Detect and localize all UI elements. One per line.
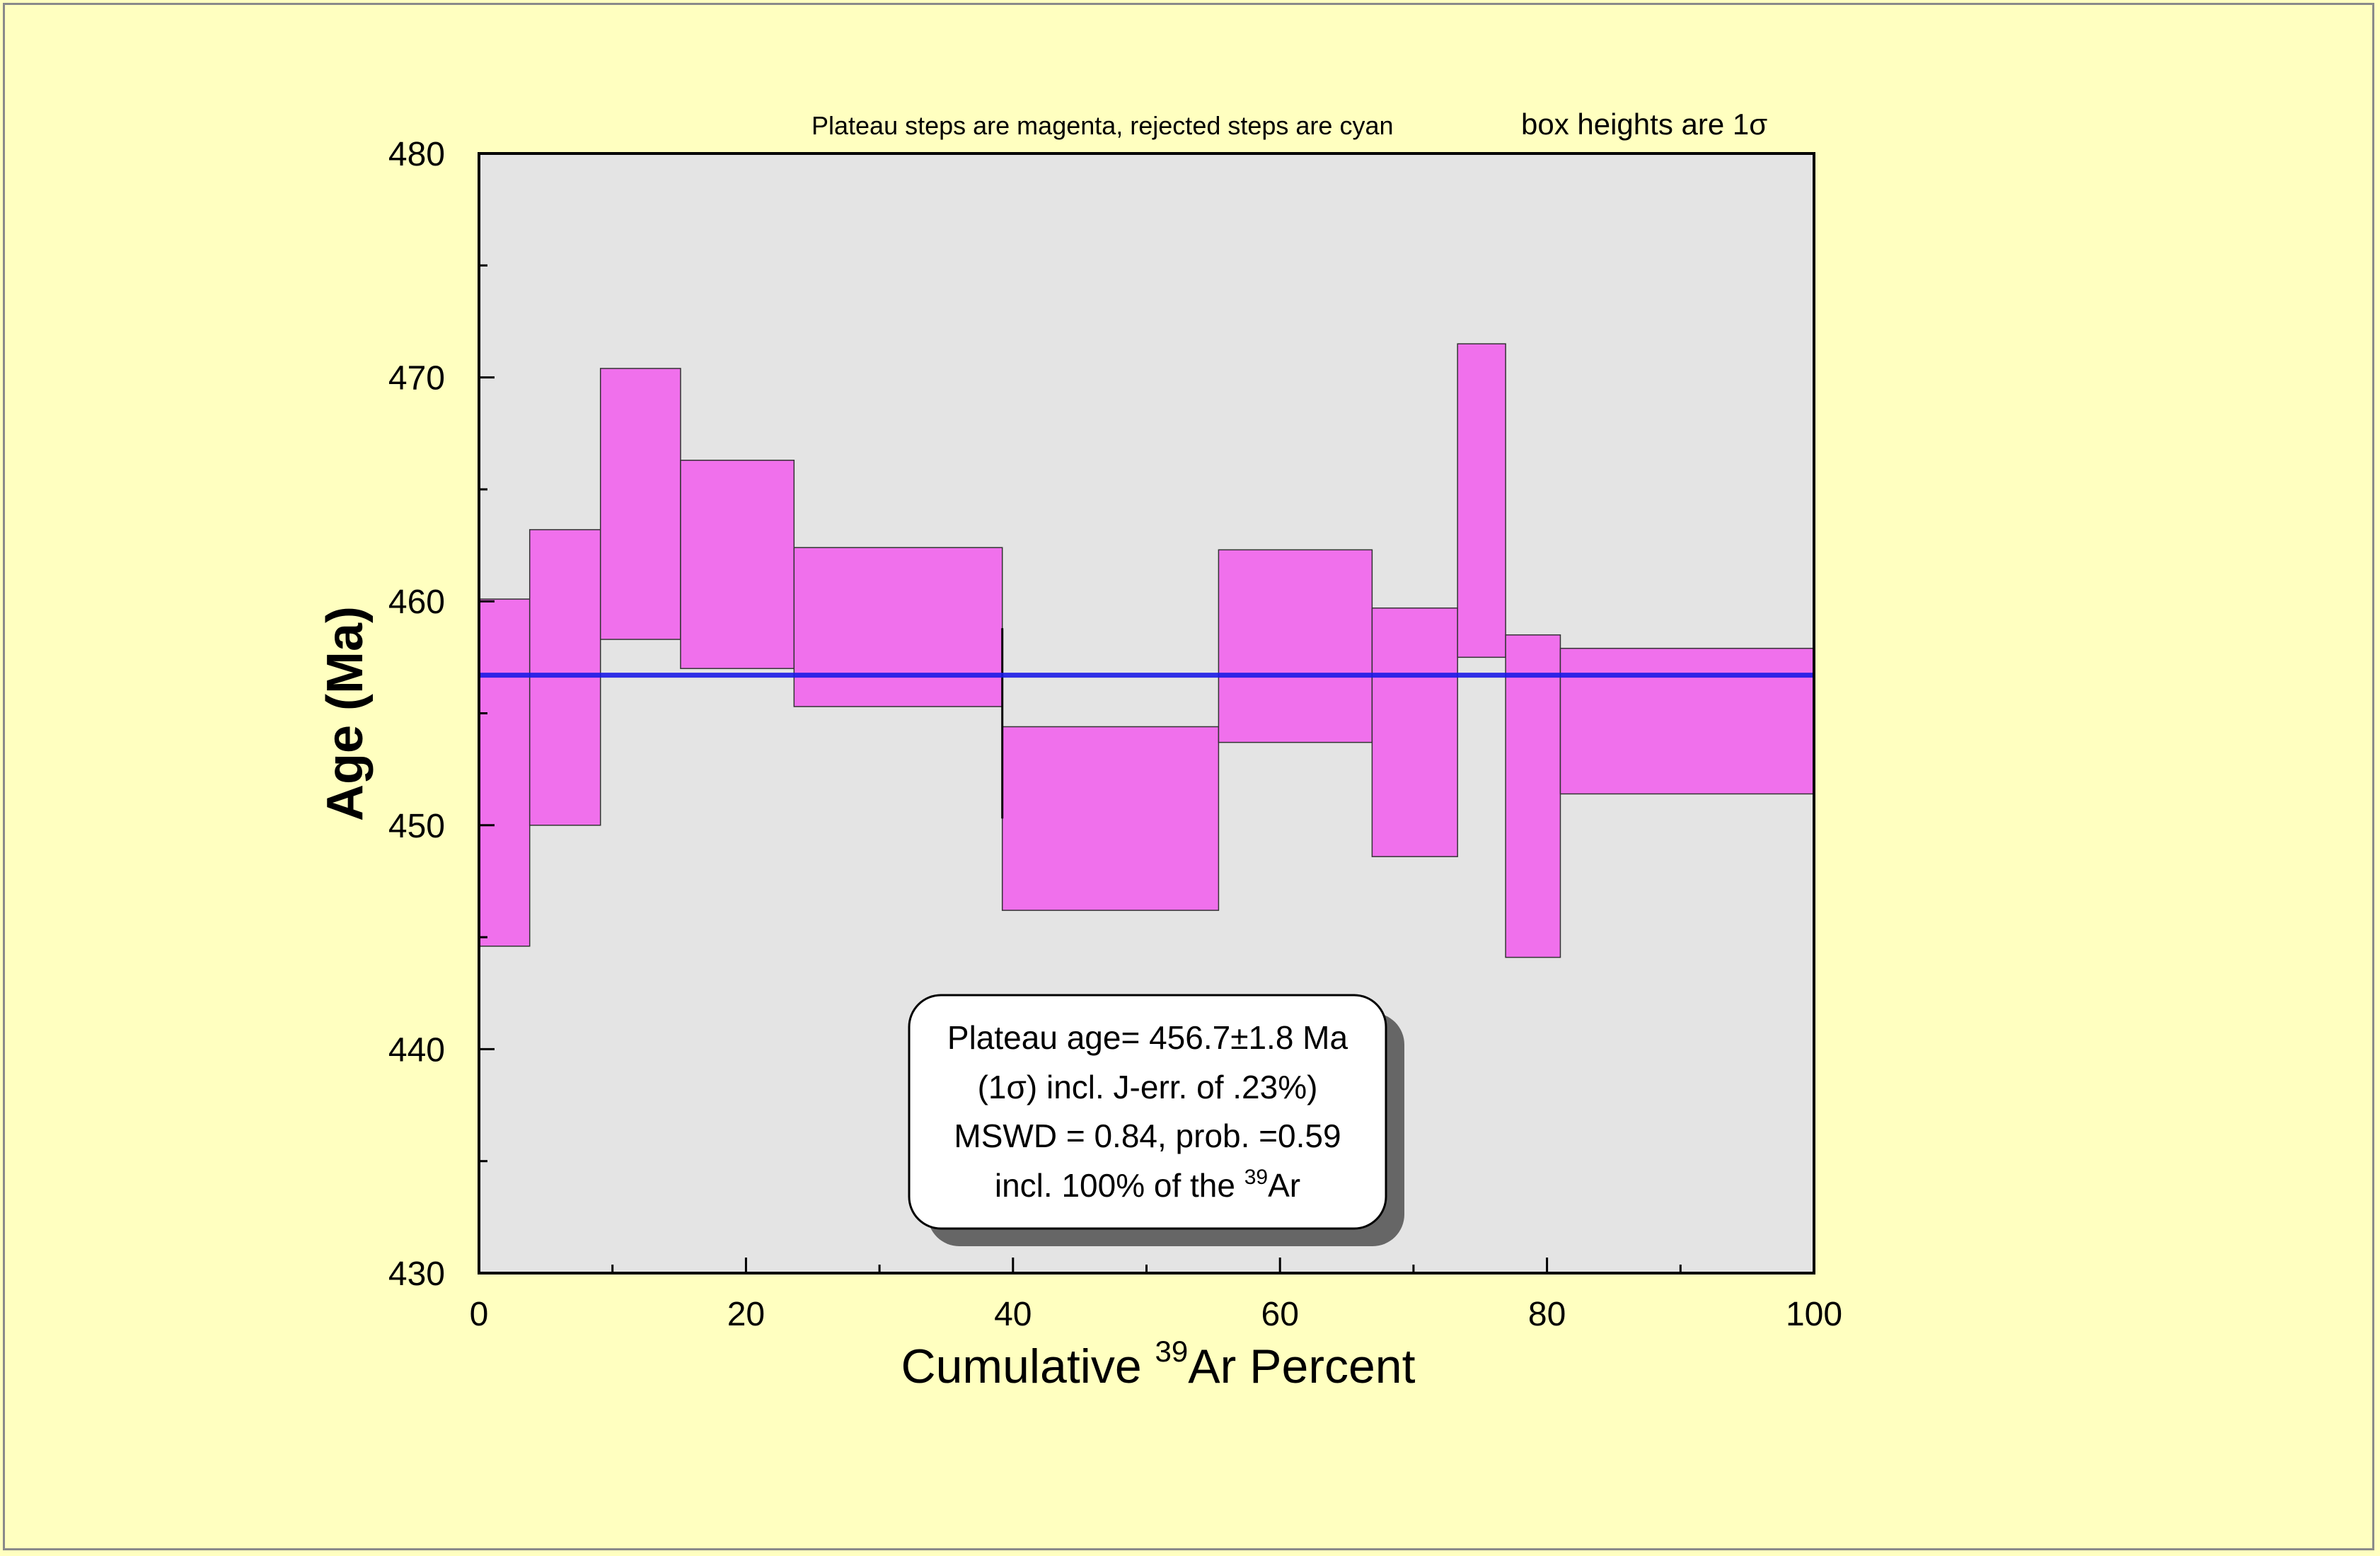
y-tick-label: 460 [388, 584, 445, 621]
y-tick-label: 450 [388, 808, 445, 845]
x-axis-label: Cumulative 39Ar Percent [901, 1335, 1416, 1393]
age-step-box-9 [1457, 343, 1506, 658]
age-spectrum-chart: 0 20 40 60 80 100 430 440 450 460 470 480 Plateau s… [317, 108, 1842, 1393]
age-step-box-10 [1505, 634, 1561, 958]
annotation-line-1: Plateau age= 456.7±1.8 Ma [947, 1019, 1348, 1056]
age-step-box-11 [1559, 647, 1815, 795]
annotation-line-4: incl. 100% of the 39Ar [995, 1166, 1300, 1204]
figure-frame: 0 20 40 60 80 100 430 440 450 460 470 480 Plateau s… [3, 3, 2374, 1550]
y-axis-label: Age (Ma) [317, 606, 374, 821]
y-tick-label: 480 [388, 136, 445, 173]
annotation-line-4-suffix: Ar [1268, 1167, 1300, 1204]
age-step-box-6 [1001, 726, 1220, 911]
plateau-annotation-box: Plateau age= 456.7±1.8 Ma (1σ) incl. J-e… [908, 994, 1404, 1246]
annotation-line-2: (1σ) incl. J-err. of .23%) [978, 1069, 1318, 1105]
age-step-box-5 [793, 547, 1003, 707]
x-tick-label: 40 [994, 1296, 1032, 1333]
annotation-line-3: MSWD = 0.84, prob. =0.59 [954, 1117, 1341, 1154]
box-height-note: box heights are 1σ [1521, 108, 1767, 141]
plateau-note: Plateau steps are magenta, rejected step… [811, 111, 1393, 140]
x-tick-label: 100 [1786, 1296, 1842, 1333]
annotation-line-4-prefix: incl. 100% of the [995, 1167, 1244, 1204]
x-axis-label-superscript: 39 [1155, 1335, 1189, 1368]
age-step-box-1 [478, 598, 531, 947]
x-axis-label-suffix: Ar Percent [1188, 1340, 1415, 1393]
y-tick-label: 440 [388, 1031, 445, 1069]
annotation-panel [908, 994, 1387, 1230]
age-step-box-3 [599, 368, 681, 640]
y-tick-label: 470 [388, 360, 445, 397]
x-tick-label: 60 [1261, 1296, 1299, 1333]
annotation-line-4-superscript: 39 [1244, 1166, 1268, 1189]
age-step-box-8 [1371, 607, 1458, 857]
x-tick-label: 0 [470, 1296, 489, 1333]
age-step-box-7 [1218, 549, 1373, 743]
x-axis-label-prefix: Cumulative [901, 1340, 1155, 1393]
x-tick-label: 20 [727, 1296, 765, 1333]
age-step-box-4 [680, 459, 795, 669]
y-tick-label: 430 [388, 1255, 445, 1293]
x-tick-label: 80 [1528, 1296, 1566, 1333]
